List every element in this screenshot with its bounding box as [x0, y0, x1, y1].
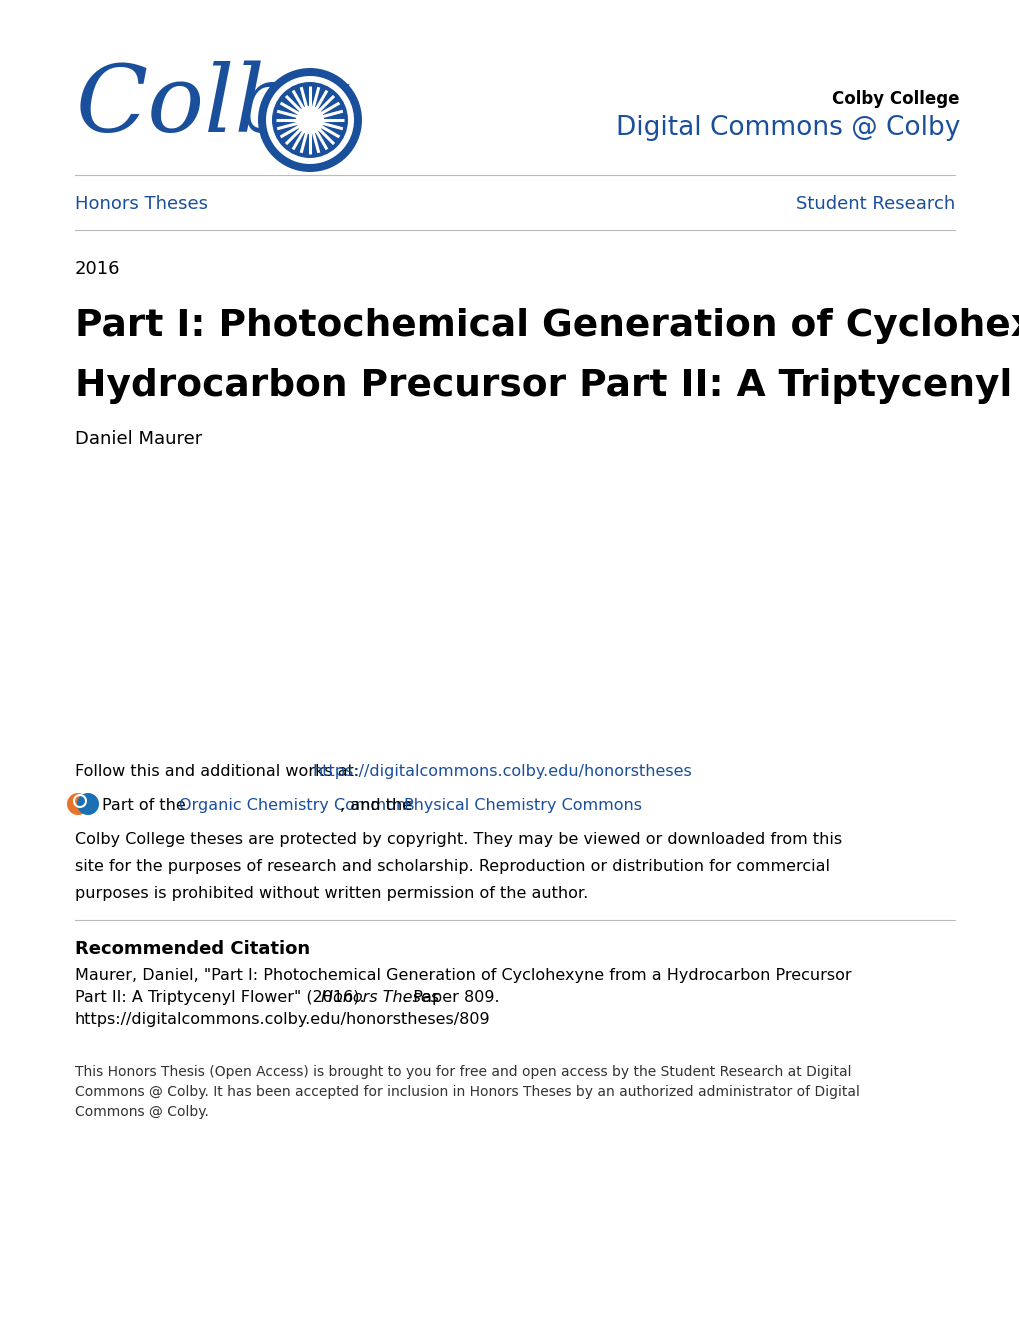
Circle shape [67, 793, 89, 814]
Text: purposes is prohibited without written permission of the author.: purposes is prohibited without written p… [75, 886, 588, 902]
Text: . Paper 809.: . Paper 809. [403, 990, 498, 1005]
Circle shape [296, 106, 324, 135]
Text: Colby: Colby [75, 59, 347, 153]
Text: Physical Chemistry Commons: Physical Chemistry Commons [404, 799, 641, 813]
Text: site for the purposes of research and scholarship. Reproduction or distribution : site for the purposes of research and sc… [75, 859, 829, 874]
Text: Colby College theses are protected by copyright. They may be viewed or downloade: Colby College theses are protected by co… [75, 832, 842, 847]
Circle shape [266, 77, 354, 164]
Circle shape [258, 69, 362, 172]
Text: 2016: 2016 [75, 260, 120, 279]
Text: Honors Theses: Honors Theses [320, 990, 438, 1005]
Text: https://digitalcommons.colby.edu/honorstheses: https://digitalcommons.colby.edu/honorst… [312, 764, 692, 779]
Text: Part of the: Part of the [102, 799, 191, 813]
Text: Recommended Citation: Recommended Citation [75, 940, 310, 958]
Text: Organic Chemistry Commons: Organic Chemistry Commons [179, 799, 414, 813]
Circle shape [272, 82, 347, 158]
Text: Commons @ Colby. It has been accepted for inclusion in Honors Theses by an autho: Commons @ Colby. It has been accepted fo… [75, 1085, 859, 1100]
Text: Maurer, Daniel, "Part I: Photochemical Generation of Cyclohexyne from a Hydrocar: Maurer, Daniel, "Part I: Photochemical G… [75, 968, 851, 983]
Text: Student Research: Student Research [795, 195, 954, 213]
Circle shape [76, 793, 99, 814]
Text: This Honors Thesis (Open Access) is brought to you for free and open access by t: This Honors Thesis (Open Access) is brou… [75, 1065, 851, 1078]
Text: Part II: A Triptycenyl Flower" (2016).: Part II: A Triptycenyl Flower" (2016). [75, 990, 370, 1005]
Text: Honors Theses: Honors Theses [75, 195, 208, 213]
Text: Follow this and additional works at:: Follow this and additional works at: [75, 764, 364, 779]
Text: Part I: Photochemical Generation of Cyclohexyne from a: Part I: Photochemical Generation of Cycl… [75, 308, 1019, 345]
Text: https://digitalcommons.colby.edu/honorstheses/809: https://digitalcommons.colby.edu/honorst… [75, 1012, 490, 1027]
Text: Daniel Maurer: Daniel Maurer [75, 430, 202, 447]
Text: Colby College: Colby College [832, 90, 959, 108]
Text: , and the: , and the [339, 799, 417, 813]
Text: Digital Commons @ Colby: Digital Commons @ Colby [615, 115, 959, 141]
Text: Commons @ Colby.: Commons @ Colby. [75, 1105, 209, 1119]
Text: Hydrocarbon Precursor Part II: A Triptycenyl Flower: Hydrocarbon Precursor Part II: A Triptyc… [75, 368, 1019, 404]
